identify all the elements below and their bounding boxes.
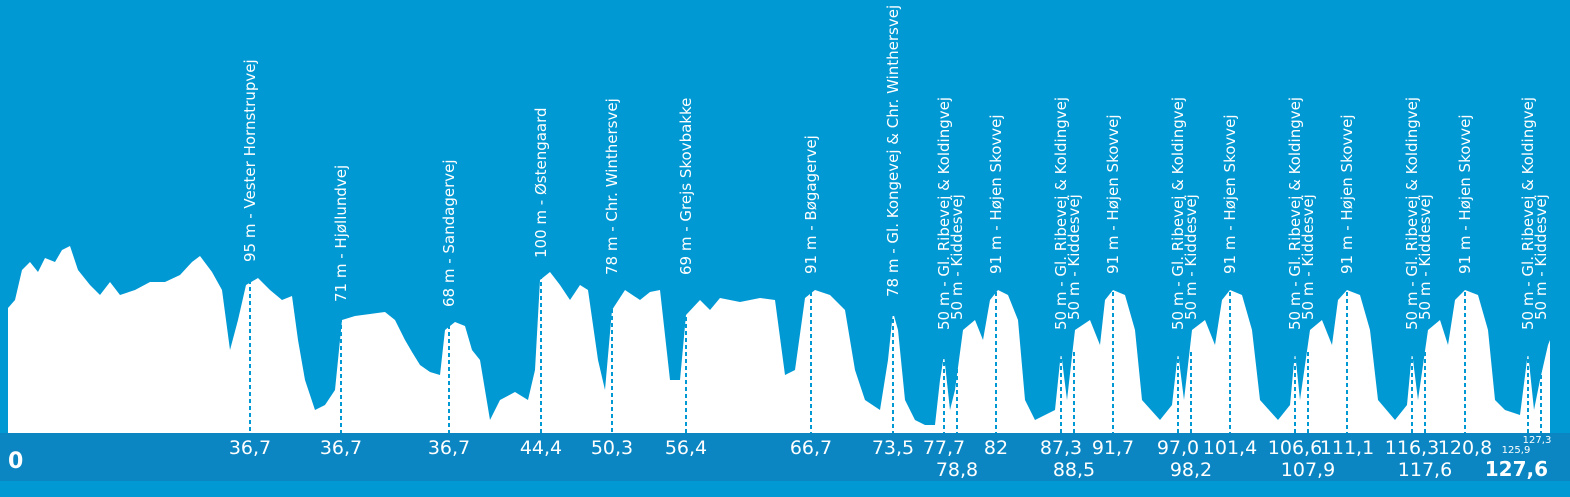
marker-km: 87,3 [1040, 437, 1082, 459]
marker-km: 116,3 [1385, 437, 1439, 459]
marker-km: 36,7 [428, 437, 470, 459]
marker-label: 78 m - Gl. Kongevej & Chr. Winthersvej [884, 5, 902, 297]
marker-label: 100 m - Østengaard [532, 107, 550, 258]
marker-km: 125,9 [1502, 445, 1531, 456]
marker-km: 56,4 [665, 437, 707, 459]
marker-label: 50 m - Gl. Ribevej & Koldingvej [1403, 97, 1421, 330]
elevation-profile [8, 246, 1550, 433]
marker-label: 69 m - Grejs Skovbakke [677, 98, 695, 275]
marker-label: 50 m - Gl. Ribevej & Koldingvej [1052, 97, 1070, 330]
marker-label: 50 m - Gl. Ribevej & Koldingvej [935, 97, 953, 330]
marker-km: 44,4 [520, 437, 562, 459]
marker-label: 91 m - Højen Skovvej [1338, 114, 1356, 274]
marker-label: 50 m - Kiddesvej [1182, 194, 1200, 320]
marker-km: 101,4 [1203, 437, 1257, 459]
marker-label: 91 m - Højen Skovvej [1104, 114, 1122, 274]
marker-label: 50 m - Gl. Ribevej & Koldingvej [1169, 97, 1187, 330]
marker-label: 50 m - Kiddesvej [1532, 194, 1550, 320]
marker-km: 111,1 [1320, 437, 1374, 459]
marker-km: 73,5 [872, 437, 914, 459]
marker-label: 50 m - Kiddesvej [1416, 194, 1434, 320]
marker-label: 91 m - Højen Skovvej [1456, 114, 1474, 274]
marker-km: 50,3 [591, 437, 633, 459]
marker-km: 98,2 [1170, 459, 1212, 481]
marker-label: 68 m - Sandagervej [440, 159, 458, 307]
markers: 95 m - Vester Hornstrupvej 36,7 71 m - Hjø… [229, 5, 1551, 481]
marker-label: 91 m - Bøgagervej [802, 135, 820, 274]
marker-km: 88,5 [1053, 459, 1095, 481]
marker-label: 50 m - Gl. Ribevej & Koldingvej [1519, 97, 1537, 330]
marker-label: 95 m - Vester Hornstrupvej [241, 59, 259, 262]
km-band [0, 433, 1570, 481]
marker-km: 78,8 [936, 459, 978, 481]
marker-km: 107,9 [1281, 459, 1335, 481]
marker-label: 50 m - Kiddesvej [1065, 194, 1083, 320]
marker-label: 78 m - Chr. Winthersvej [603, 98, 621, 275]
marker-km: 117,6 [1398, 459, 1452, 481]
marker-label: 71 m - Hjøllundvej [332, 165, 350, 302]
marker-km: 36,7 [229, 437, 271, 459]
marker-km: 97,0 [1157, 437, 1199, 459]
marker-km: 77,7 [923, 437, 965, 459]
marker-km: 106,6 [1268, 437, 1322, 459]
marker-km: 120,8 [1438, 437, 1492, 459]
marker-km: 66,7 [790, 437, 832, 459]
marker-km: 91,7 [1092, 437, 1134, 459]
marker-km: 127,3 [1523, 435, 1552, 446]
marker-label: 91 m - Højen Skovvej [1221, 114, 1239, 274]
marker-label: 91 m - Højen Skovvej [987, 114, 1005, 274]
marker-label: 50 m - Kiddesvej [1299, 194, 1317, 320]
end-label: 127,6 [1485, 457, 1548, 481]
marker-label: 50 m - Gl. Ribevej & Koldingvej [1286, 97, 1304, 330]
start-label: 0 [8, 449, 23, 474]
marker-label: 50 m - Kiddesvej [948, 194, 966, 320]
marker-km: 36,7 [320, 437, 362, 459]
marker-km: 82 [984, 437, 1008, 459]
